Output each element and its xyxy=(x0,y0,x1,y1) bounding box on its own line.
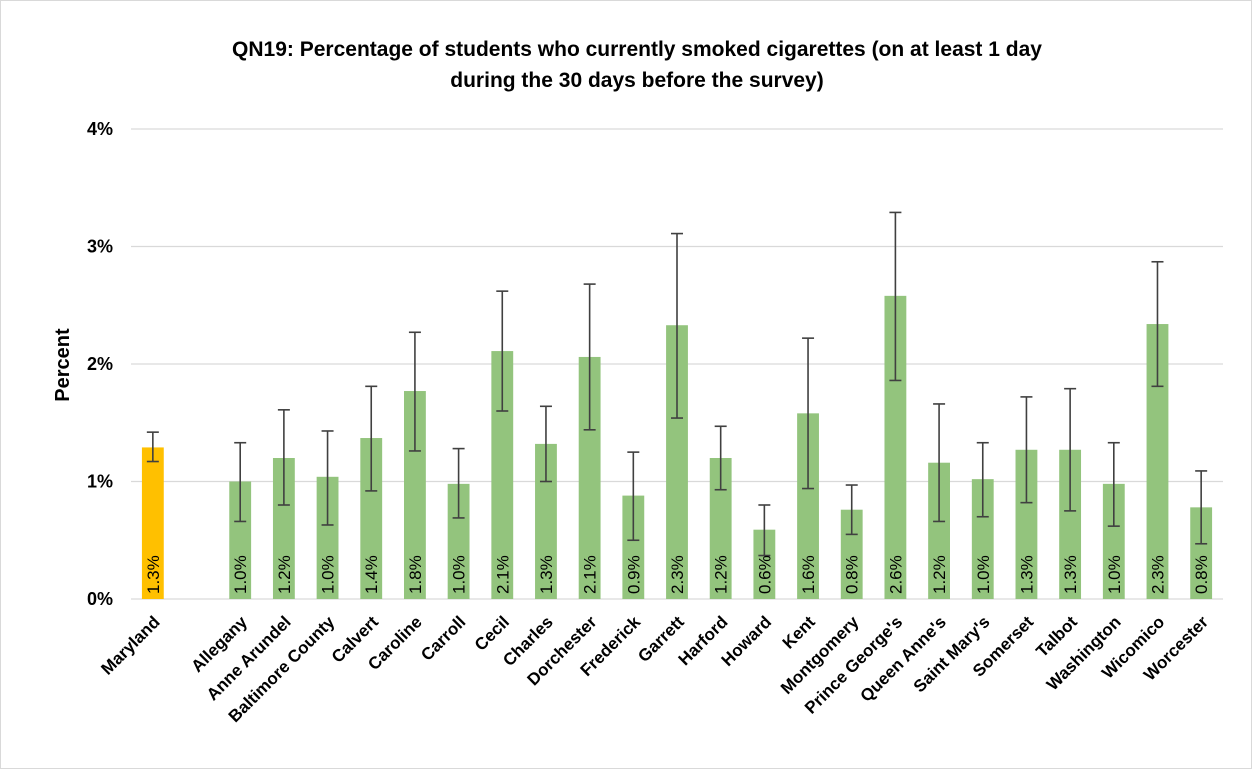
chart-title-line-2: during the 30 days before the survey) xyxy=(450,69,823,92)
bar xyxy=(622,495,645,599)
bar xyxy=(1190,507,1213,599)
error-bar xyxy=(802,337,815,490)
error-bar xyxy=(1064,387,1077,512)
bar xyxy=(709,458,732,599)
data-label: 1.3% xyxy=(1017,555,1036,594)
bar xyxy=(666,325,688,599)
error-bar xyxy=(845,484,858,536)
bar xyxy=(491,351,514,599)
error-bar xyxy=(714,425,727,491)
bar xyxy=(535,443,557,599)
error-bar xyxy=(277,409,290,506)
bar xyxy=(753,529,776,599)
bar xyxy=(316,476,339,599)
bar xyxy=(1146,324,1169,599)
error-bar xyxy=(583,283,596,431)
chart-title-line-1: QN19: Percentage of students who current… xyxy=(232,38,1042,61)
data-label: 0.9% xyxy=(624,555,643,594)
y-tick-label: 1% xyxy=(87,472,113,492)
error-bar xyxy=(671,232,683,419)
data-label: 1.3% xyxy=(144,555,163,594)
bar xyxy=(578,356,601,599)
bar xyxy=(1102,483,1125,599)
y-tick-label: 3% xyxy=(87,237,113,257)
bar xyxy=(1015,449,1038,599)
error-bar xyxy=(1107,441,1120,527)
x-tick-label: Carroll xyxy=(417,612,469,664)
error-bar xyxy=(976,441,989,518)
data-label: 1.0% xyxy=(319,555,338,594)
data-label: 1.2% xyxy=(712,555,731,594)
bar xyxy=(884,295,907,599)
data-label: 1.3% xyxy=(537,555,556,594)
bars xyxy=(141,295,1213,599)
data-label: 1.8% xyxy=(406,555,425,594)
data-label: 1.0% xyxy=(450,555,469,594)
y-tick-label: 4% xyxy=(87,119,113,139)
bar xyxy=(229,481,252,599)
y-tick-label: 0% xyxy=(87,589,113,609)
data-label: 2.6% xyxy=(886,555,905,594)
error-bar xyxy=(365,385,378,492)
error-bar xyxy=(627,451,640,542)
chart-title: QN19: Percentage of students who current… xyxy=(232,38,1042,92)
data-label: 1.3% xyxy=(1061,555,1080,594)
x-tick-label: Maryland xyxy=(97,612,163,678)
data-label: 0.6% xyxy=(755,555,774,594)
bar xyxy=(141,447,164,599)
error-bar xyxy=(1195,470,1208,545)
data-label: 1.0% xyxy=(1105,555,1124,594)
bar xyxy=(971,479,994,599)
data-label: 1.0% xyxy=(974,555,993,594)
bar xyxy=(840,509,863,599)
error-bar xyxy=(539,405,552,483)
error-bar xyxy=(933,403,946,523)
error-bar xyxy=(889,211,902,382)
data-label: 1.4% xyxy=(362,555,381,594)
bar xyxy=(797,413,819,599)
error-bar xyxy=(1151,260,1164,388)
error-bar xyxy=(408,331,421,452)
data-label: 1.2% xyxy=(275,555,294,594)
error-bar xyxy=(321,430,334,526)
error-bars xyxy=(146,211,1208,557)
bar xyxy=(272,458,295,599)
data-label: 1.6% xyxy=(799,555,818,594)
error-bar xyxy=(452,447,465,519)
data-label: 2.3% xyxy=(668,555,687,594)
bar xyxy=(928,462,950,599)
error-bar xyxy=(234,441,247,523)
error-bar xyxy=(496,290,509,412)
data-label: 0.8% xyxy=(843,555,862,594)
data-labels: 1.3% 1.0% 1.2% 1.0% 1.4% 1.8% 1.0% 2.1% 1.3% 2.1%… xyxy=(144,555,1211,594)
data-label: 2.1% xyxy=(581,555,600,594)
data-label: 1.2% xyxy=(930,555,949,594)
data-label: 2.1% xyxy=(493,555,512,594)
y-axis-ticks: 0% 1% 2% 3% 4% xyxy=(87,119,113,609)
x-tick-label: Kent xyxy=(779,612,819,652)
data-label: 1.0% xyxy=(231,555,250,594)
error-bar xyxy=(146,431,159,463)
bar xyxy=(447,483,470,599)
bar xyxy=(404,391,426,599)
y-tick-label: 2% xyxy=(87,354,113,374)
error-bar xyxy=(1020,396,1033,504)
error-bar xyxy=(758,504,771,557)
y-axis-label: Percent xyxy=(52,328,74,402)
data-label: 0.8% xyxy=(1192,555,1211,594)
bar xyxy=(1059,449,1082,599)
data-label: 2.3% xyxy=(1148,555,1167,594)
bar xyxy=(360,438,383,599)
